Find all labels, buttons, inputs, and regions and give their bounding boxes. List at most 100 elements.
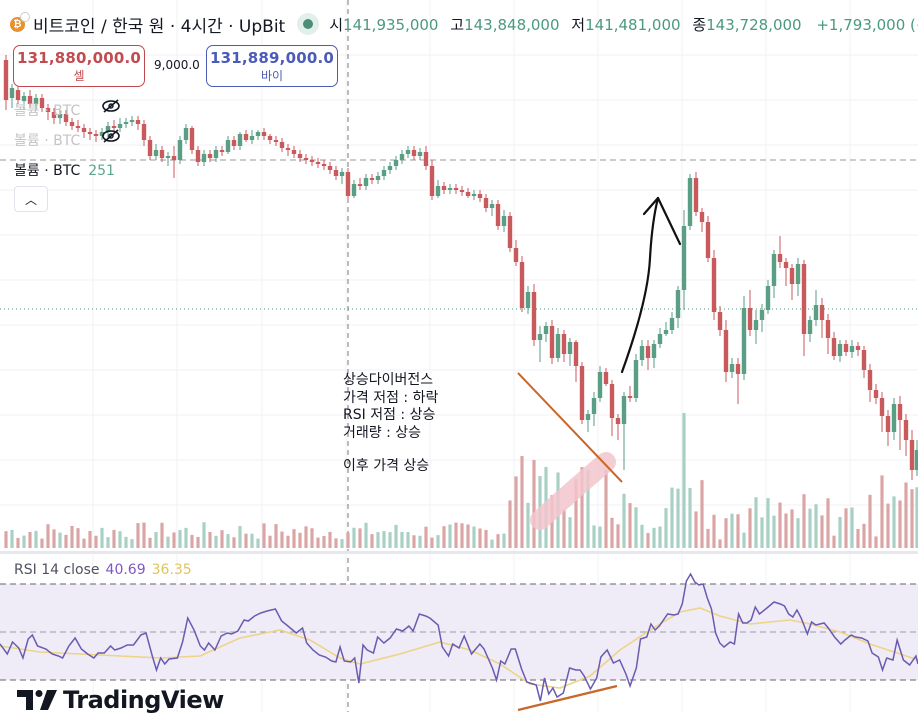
volume-bar — [238, 526, 242, 548]
annotation-line-4: 거래량 : 상승 — [343, 424, 422, 441]
candle-body — [261, 132, 267, 136]
candle-body — [33, 98, 39, 104]
candle-body — [873, 390, 879, 398]
volume-bar — [598, 526, 602, 548]
volume-highlight — [530, 452, 616, 530]
volume-bar — [106, 537, 110, 548]
symbol-title[interactable]: 비트코인 / 한국 원 · 4시간 · UpBit — [33, 16, 286, 37]
candle-body — [615, 418, 621, 424]
volume-bar — [328, 531, 332, 548]
rsi-legend[interactable]: RSI 14 close 40.69 36.35 — [14, 562, 192, 578]
candle-body — [585, 414, 591, 420]
candle-body — [693, 178, 699, 212]
candle-body — [801, 264, 807, 334]
divergence-trendline — [517, 372, 623, 483]
volume-bar — [346, 532, 350, 548]
tradingview-logo[interactable]: TradingView — [17, 686, 224, 714]
sell-price: 131,880,000.0 — [16, 49, 142, 67]
volume-bar — [616, 524, 620, 548]
candle-body — [537, 334, 543, 340]
candle-body — [177, 140, 183, 160]
volume-legend[interactable]: 볼륨 · BTC 251 — [14, 160, 115, 180]
candle-body — [345, 172, 351, 196]
volume-bar — [850, 507, 854, 548]
symbol-header: ₿ 비트코인 / 한국 원 · 4시간 · UpBit 시141,935,000… — [10, 10, 918, 38]
volume-bar — [424, 526, 428, 548]
volume-bar — [910, 489, 914, 548]
volume-bar — [28, 532, 32, 548]
candle-body — [105, 126, 111, 132]
volume-bar — [700, 480, 704, 548]
volume-bar — [748, 508, 752, 548]
volume-bar — [442, 526, 446, 548]
candle-body — [411, 150, 417, 156]
volume-bar — [394, 524, 398, 548]
candle-body — [63, 114, 69, 122]
rsi-line — [0, 572, 918, 702]
volume-bar — [112, 529, 116, 548]
high-value: 143,848,000 — [464, 15, 560, 34]
volume-legend-hidden-1[interactable]: 볼륨 · BTC — [14, 103, 81, 119]
close-label: 종 — [692, 15, 707, 34]
volume-bar — [658, 526, 662, 548]
volume-bar — [478, 528, 482, 548]
candle-body — [807, 320, 813, 334]
candle-body — [879, 398, 885, 416]
volume-bar — [274, 524, 278, 548]
open-value: 141,935,000 — [343, 15, 439, 34]
volume-bar — [412, 535, 416, 548]
sell-button[interactable]: 131,880,000.0 셀 — [13, 45, 145, 87]
candle-body — [777, 254, 783, 262]
rsi-ma-line — [0, 607, 918, 689]
volume-legend-hidden-2[interactable]: 볼륨 · BTC — [14, 133, 81, 149]
annotation-line-3: RSI 저점 : 상승 — [343, 407, 436, 423]
volume-bar — [532, 460, 536, 548]
divergence-annotation[interactable]: 상승다이버전스 가격 저점 : 하락 RSI 저점 : 상승 거래량 : 상승 … — [343, 372, 438, 476]
candle-body — [423, 152, 429, 166]
candle-body — [519, 262, 525, 308]
volume-bar — [862, 523, 866, 548]
candle-body — [3, 60, 9, 100]
volume-bar — [778, 502, 782, 548]
candle-body — [87, 132, 93, 134]
candle-body — [129, 120, 135, 122]
candle-body — [645, 346, 651, 358]
close-value: 143,728,000 — [706, 15, 802, 34]
volume-bar — [682, 413, 686, 548]
volume-bar — [292, 529, 296, 548]
volume-bar — [808, 508, 812, 548]
eye-off-icon[interactable] — [101, 99, 121, 113]
volume-bar — [76, 528, 80, 548]
candle-body — [813, 305, 819, 320]
collapse-legend-button[interactable]: ︿ — [14, 186, 48, 212]
volume-bar — [484, 530, 488, 548]
volume-bar — [460, 523, 464, 548]
volume-bar — [520, 456, 524, 548]
candle-body — [525, 292, 531, 308]
rsi-value: 40.69 — [105, 562, 146, 578]
volume-bar — [202, 522, 206, 548]
candle-body — [99, 132, 105, 136]
volume-bar — [634, 507, 638, 548]
eye-off-icon[interactable] — [101, 129, 121, 143]
candle-body — [435, 186, 441, 196]
pane-separator[interactable] — [0, 551, 918, 554]
candle-body — [741, 308, 747, 374]
volume-bar — [124, 536, 128, 548]
volume-bar — [706, 528, 710, 548]
candle-body — [147, 140, 153, 156]
volume-bar — [676, 488, 680, 548]
volume-bar — [256, 538, 260, 548]
bitcoin-icon: ₿ — [10, 11, 30, 32]
buy-button[interactable]: 131,889,000.0 바이 — [206, 45, 338, 87]
volume-bar — [592, 525, 596, 548]
candle-body — [195, 150, 201, 162]
korea-flag-icon — [20, 11, 30, 22]
spread-value: 9,000.0 — [154, 58, 200, 72]
candle-body — [393, 160, 399, 166]
ohlc-values: 시141,935,000 고143,848,000 저141,481,000 종… — [329, 14, 918, 35]
candle-body — [579, 366, 585, 420]
volume-bar — [466, 524, 470, 548]
